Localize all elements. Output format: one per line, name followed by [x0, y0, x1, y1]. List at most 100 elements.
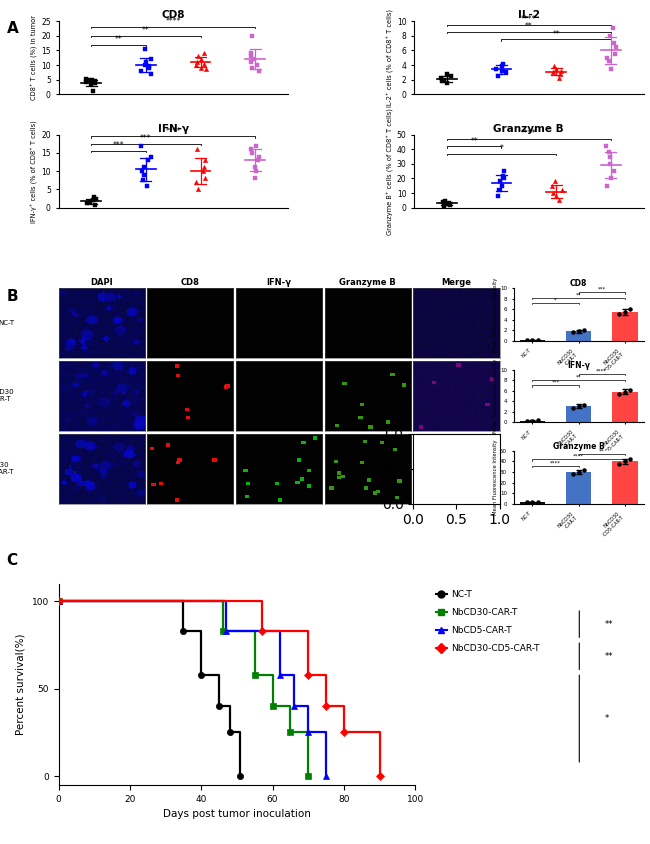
- Point: [250, 160, 261, 174]
- Point: [81, 73, 92, 86]
- Point: [437, 195, 448, 208]
- Text: **: **: [142, 26, 150, 35]
- Point: [254, 64, 264, 78]
- Title: Merge: Merge: [441, 279, 471, 287]
- Point: [199, 46, 209, 60]
- Bar: [520, 502, 545, 504]
- Text: **: **: [114, 35, 122, 44]
- Y-axis label: IL-2⁺ cells (% of CD8⁺ T cells): IL-2⁺ cells (% of CD8⁺ T cells): [387, 8, 394, 106]
- Point: [442, 67, 452, 80]
- Point: [196, 52, 206, 66]
- Point: [88, 190, 99, 203]
- Text: ***: ***: [140, 134, 151, 143]
- Text: ****: ****: [521, 15, 536, 24]
- Point: [439, 199, 449, 213]
- Point: [579, 323, 590, 337]
- Title: IFN-γ: IFN-γ: [567, 360, 590, 370]
- Text: *: *: [500, 144, 503, 153]
- Point: [140, 42, 150, 56]
- Point: [527, 414, 538, 427]
- Point: [550, 175, 560, 188]
- Text: *: *: [605, 714, 609, 723]
- Y-axis label: Mean fluorescence intensity: Mean fluorescence intensity: [493, 359, 499, 433]
- Point: [90, 198, 100, 212]
- Point: [445, 198, 456, 212]
- Point: [498, 169, 508, 182]
- Point: [138, 174, 148, 187]
- Point: [602, 179, 612, 192]
- Point: [603, 51, 613, 64]
- Point: [619, 385, 630, 398]
- Point: [81, 197, 92, 210]
- Point: [619, 305, 630, 318]
- Point: [440, 196, 450, 209]
- Y-axis label: Granzyme B⁺ cells (% of CD8⁺ T cells): Granzyme B⁺ cells (% of CD8⁺ T cells): [387, 108, 394, 235]
- Point: [606, 171, 616, 185]
- Title: Granzyme B: Granzyme B: [339, 279, 396, 287]
- Point: [614, 387, 625, 401]
- Text: ***: ***: [112, 142, 124, 150]
- Point: [249, 52, 259, 66]
- Y-axis label: IFN-γ⁺ cells (% of CD8⁺ T cells): IFN-γ⁺ cells (% of CD8⁺ T cells): [31, 120, 38, 223]
- Y-axis label: NbCD30
-CAR-T: NbCD30 -CAR-T: [0, 389, 14, 403]
- Point: [246, 56, 256, 69]
- Point: [87, 73, 98, 87]
- Text: ****: ****: [573, 454, 584, 459]
- Point: [252, 58, 262, 72]
- Point: [81, 75, 92, 89]
- Point: [533, 414, 543, 427]
- Text: ****: ****: [166, 18, 181, 26]
- Point: [554, 72, 565, 85]
- Y-axis label: CD8⁺ T cells (%) in tumor: CD8⁺ T cells (%) in tumor: [31, 15, 38, 100]
- Point: [619, 455, 630, 468]
- Text: **: **: [525, 23, 532, 31]
- Point: [497, 179, 507, 192]
- Point: [251, 138, 261, 152]
- Point: [199, 57, 209, 70]
- Point: [437, 74, 447, 88]
- Point: [501, 66, 512, 79]
- Text: ****: ****: [550, 460, 561, 465]
- Point: [200, 62, 211, 76]
- Point: [493, 183, 504, 197]
- Text: ****: ****: [166, 127, 181, 136]
- Y-axis label: NbCD30
-CD5-CAR-T: NbCD30 -CD5-CAR-T: [0, 462, 14, 475]
- Point: [192, 143, 202, 156]
- Point: [573, 399, 584, 413]
- Title: CD8: CD8: [161, 10, 185, 20]
- Point: [246, 143, 256, 156]
- Point: [252, 154, 263, 167]
- Point: [144, 62, 154, 75]
- Point: [85, 196, 96, 209]
- Point: [499, 165, 510, 178]
- Point: [610, 40, 621, 53]
- Text: Scale bar: 20 μm: Scale bar: 20 μm: [326, 521, 367, 526]
- Text: **: **: [471, 137, 478, 146]
- Title: CD8: CD8: [570, 279, 588, 288]
- Title: IFN-γ: IFN-γ: [158, 124, 188, 134]
- Point: [247, 62, 257, 75]
- Point: [551, 62, 561, 75]
- Text: A: A: [6, 21, 18, 36]
- Point: [200, 154, 211, 167]
- Text: *: *: [554, 297, 557, 302]
- Point: [568, 326, 578, 339]
- Point: [441, 197, 452, 211]
- Point: [573, 324, 584, 338]
- Text: **: **: [576, 292, 581, 297]
- Point: [146, 67, 157, 80]
- Point: [91, 192, 101, 205]
- Point: [140, 56, 151, 69]
- Point: [90, 74, 100, 88]
- Point: [138, 160, 149, 174]
- Title: Granzyme B: Granzyme B: [493, 124, 564, 134]
- Point: [497, 64, 507, 78]
- Text: **: **: [599, 449, 605, 453]
- Point: [614, 457, 625, 470]
- Point: [84, 73, 94, 86]
- Point: [499, 171, 510, 185]
- Point: [549, 60, 559, 73]
- Legend: NC-T, NbCD30-CAR-T, NbCD5-CAR-T, NbCD30-CD5-CAR-T: NC-T, NbCD30-CAR-T, NbCD5-CAR-T, NbCD30-…: [434, 588, 541, 655]
- Point: [568, 468, 578, 481]
- Point: [137, 165, 148, 178]
